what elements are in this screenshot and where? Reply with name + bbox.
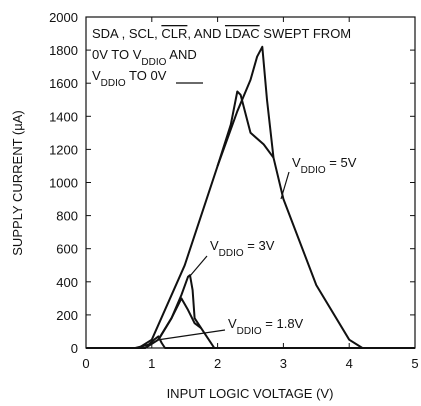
y-axis-label: SUPPLY CURRENT (µA) bbox=[10, 110, 25, 255]
x-tick-label: 3 bbox=[280, 356, 287, 371]
curve-label-part: V bbox=[228, 316, 237, 331]
curve-label: VDDIO = 5V bbox=[292, 155, 357, 176]
note-text: VDDIO TO 0V bbox=[92, 68, 167, 89]
y-tick-label: 1400 bbox=[49, 109, 78, 124]
note-text-part: V bbox=[92, 68, 101, 83]
x-tick-label: 0 bbox=[82, 356, 89, 371]
leader-line bbox=[156, 329, 226, 341]
x-tick-label: 5 bbox=[411, 356, 418, 371]
note-text-part: , AND bbox=[187, 26, 225, 41]
curve-label: VDDIO = 3V bbox=[210, 238, 275, 259]
y-tick-label: 400 bbox=[56, 275, 78, 290]
curve-label-part: DDIO bbox=[219, 248, 244, 259]
y-tick-label: 0 bbox=[71, 341, 78, 356]
y-tick-label: 1800 bbox=[49, 43, 78, 58]
curve bbox=[86, 45, 415, 349]
curve-label: VDDIO = 1.8V bbox=[228, 316, 304, 337]
y-tick-label: 200 bbox=[56, 308, 78, 323]
note-text-part: DDIO bbox=[101, 78, 126, 89]
curve-label-part: V bbox=[292, 155, 301, 170]
leader-line bbox=[189, 255, 208, 277]
y-tick-label: 2000 bbox=[49, 10, 78, 25]
note-text-part: DDIO bbox=[141, 57, 166, 68]
note-text-part: 0V TO V bbox=[92, 47, 142, 62]
leader-line bbox=[280, 171, 290, 200]
curve-label-part: DDIO bbox=[237, 326, 262, 337]
x-tick-label: 2 bbox=[214, 356, 221, 371]
note-text-part: AND bbox=[166, 47, 196, 62]
note-text-part: SWEPT FROM bbox=[260, 26, 351, 41]
curve-label-part: = 1.8V bbox=[262, 316, 304, 331]
y-tick-label: 1600 bbox=[49, 76, 78, 91]
curve-label-part: = 5V bbox=[326, 155, 357, 170]
curve-label-part: V bbox=[210, 238, 219, 253]
note-text: 0V TO VDDIO AND bbox=[92, 47, 197, 68]
x-tick-label: 4 bbox=[346, 356, 353, 371]
curve-label-part: DDIO bbox=[301, 165, 326, 176]
x-tick-label: 1 bbox=[148, 356, 155, 371]
curve-label-part: = 3V bbox=[244, 238, 275, 253]
curve bbox=[86, 335, 415, 349]
note-text-part: CLR bbox=[161, 26, 187, 41]
curve bbox=[86, 274, 415, 349]
y-tick-label: 1200 bbox=[49, 142, 78, 157]
y-tick-label: 800 bbox=[56, 209, 78, 224]
note-text: SDA , SCL, CLR, AND LDAC SWEPT FROM bbox=[92, 26, 351, 41]
note-text-part: LDAC bbox=[225, 26, 260, 41]
note-text-part: SDA , SCL, bbox=[92, 26, 161, 41]
curve bbox=[157, 297, 202, 341]
x-axis-label: INPUT LOGIC VOLTAGE (V) bbox=[167, 386, 334, 401]
plot-frame bbox=[85, 16, 416, 349]
note-text-part: TO 0V bbox=[126, 68, 167, 83]
curve bbox=[216, 90, 275, 167]
y-tick-label: 1000 bbox=[49, 176, 78, 191]
y-tick-label: 600 bbox=[56, 242, 78, 257]
